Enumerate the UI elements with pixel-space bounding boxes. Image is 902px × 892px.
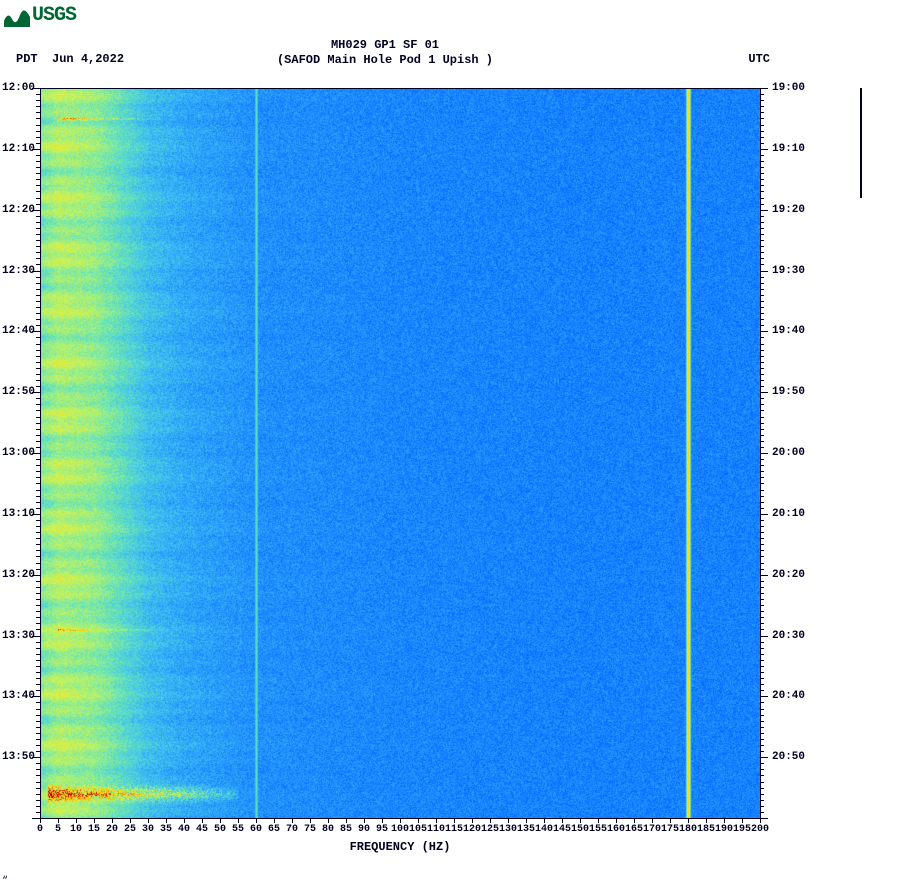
right-tick-label: 20:10 xyxy=(772,508,805,520)
right-tick-label: 20:30 xyxy=(772,630,805,642)
left-tick-label: 13:40 xyxy=(2,690,35,702)
x-tick-label: 10 xyxy=(70,824,82,835)
right-tick-label: 19:50 xyxy=(772,386,805,398)
right-tick-label: 19:00 xyxy=(772,82,805,94)
x-tick-label: 170 xyxy=(643,824,661,835)
left-tick-label: 12:20 xyxy=(2,204,35,216)
left-tick-label: 12:40 xyxy=(2,325,35,337)
x-tick-label: 5 xyxy=(55,824,61,835)
corner-mark: “ xyxy=(2,876,8,887)
x-tick-label: 135 xyxy=(517,824,535,835)
usgs-logo-text: USGS xyxy=(32,4,76,27)
x-tick-label: 150 xyxy=(571,824,589,835)
spectrogram-canvas xyxy=(40,88,760,818)
x-tick-label: 140 xyxy=(535,824,553,835)
x-tick-label: 125 xyxy=(481,824,499,835)
right-tick-label: 20:40 xyxy=(772,690,805,702)
x-tick-label: 190 xyxy=(715,824,733,835)
x-tick-label: 110 xyxy=(427,824,445,835)
header-left-label: PDT Jun 4,2022 xyxy=(16,52,124,66)
x-tick-label: 195 xyxy=(733,824,751,835)
left-tick-label: 13:10 xyxy=(2,508,35,520)
x-tick-label: 75 xyxy=(304,824,316,835)
x-tick-label: 175 xyxy=(661,824,679,835)
x-tick-label: 185 xyxy=(697,824,715,835)
left-time-axis: 12:0012:1012:2012:3012:4012:5013:0013:10… xyxy=(0,88,40,818)
x-tick-label: 35 xyxy=(160,824,172,835)
chart-header: MH029 GP1 SF 01 (SAFOD Main Hole Pod 1 U… xyxy=(0,38,770,68)
frequency-axis: FREQUENCY (HZ) 0 5 10 15 20 25 30 35 40 45 50 55 60 6… xyxy=(40,818,760,858)
x-tick-label: 20 xyxy=(106,824,118,835)
x-tick-label: 30 xyxy=(142,824,154,835)
x-tick-label: 65 xyxy=(268,824,280,835)
left-tick-label: 12:10 xyxy=(2,143,35,155)
usgs-wave-icon xyxy=(4,5,30,27)
x-tick-label: 50 xyxy=(214,824,226,835)
left-tick-label: 13:20 xyxy=(2,569,35,581)
right-tick-label: 20:00 xyxy=(772,447,805,459)
right-tick-label: 19:20 xyxy=(772,204,805,216)
right-time-axis: 19:0019:1019:2019:3019:4019:5020:0020:10… xyxy=(762,88,822,818)
x-axis-label: FREQUENCY (HZ) xyxy=(40,840,760,854)
x-tick-label: 100 xyxy=(391,824,409,835)
side-marker-bar xyxy=(860,88,862,198)
left-tick-label: 12:00 xyxy=(2,82,35,94)
left-tick-label: 13:00 xyxy=(2,447,35,459)
x-tick-label: 90 xyxy=(358,824,370,835)
right-tick-label: 19:10 xyxy=(772,143,805,155)
x-tick-label: 25 xyxy=(124,824,136,835)
x-tick-label: 55 xyxy=(232,824,244,835)
left-tick-label: 12:30 xyxy=(2,265,35,277)
right-tick-label: 20:50 xyxy=(772,751,805,763)
usgs-logo: USGS xyxy=(4,4,76,27)
right-tick-label: 19:30 xyxy=(772,265,805,277)
x-tick-label: 45 xyxy=(196,824,208,835)
x-tick-label: 130 xyxy=(499,824,517,835)
x-tick-label: 180 xyxy=(679,824,697,835)
right-tick-label: 19:40 xyxy=(772,325,805,337)
spectrogram-chart xyxy=(40,88,760,818)
x-tick-label: 0 xyxy=(37,824,43,835)
x-tick-label: 155 xyxy=(589,824,607,835)
x-tick-label: 120 xyxy=(463,824,481,835)
x-tick-label: 40 xyxy=(178,824,190,835)
x-tick-label: 115 xyxy=(445,824,463,835)
x-tick-label: 15 xyxy=(88,824,100,835)
x-tick-label: 80 xyxy=(322,824,334,835)
x-tick-label: 165 xyxy=(625,824,643,835)
header-right-label: UTC xyxy=(748,52,770,66)
chart-title-line1: MH029 GP1 SF 01 xyxy=(0,38,770,53)
x-tick-label: 95 xyxy=(376,824,388,835)
x-tick-label: 70 xyxy=(286,824,298,835)
left-tick-label: 13:50 xyxy=(2,751,35,763)
x-tick-label: 85 xyxy=(340,824,352,835)
x-tick-label: 145 xyxy=(553,824,571,835)
x-tick-label: 160 xyxy=(607,824,625,835)
left-tick-label: 12:50 xyxy=(2,386,35,398)
left-tick-label: 13:30 xyxy=(2,630,35,642)
x-tick-label: 60 xyxy=(250,824,262,835)
x-tick-label: 200 xyxy=(751,824,769,835)
right-tick-label: 20:20 xyxy=(772,569,805,581)
x-tick-label: 105 xyxy=(409,824,427,835)
